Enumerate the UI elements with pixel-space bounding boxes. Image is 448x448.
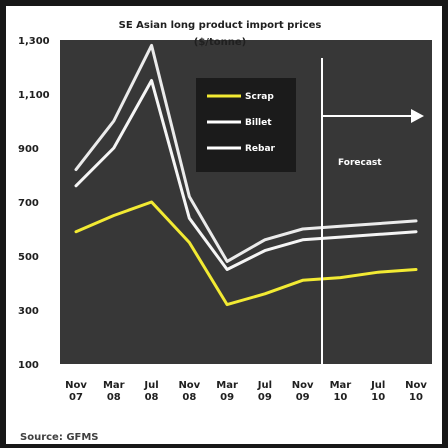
source-note: Source: GFMS — [20, 432, 99, 443]
y-tick-label: 1,100 — [18, 90, 50, 101]
forecast-arrow-head — [411, 109, 424, 123]
chart-svg: SE Asian long product import prices ($/t… — [18, 20, 432, 443]
y-tick-label: 1,300 — [18, 36, 50, 47]
x-tick-label: Mar 09 — [216, 380, 238, 403]
legend-label-rebar: Rebar — [245, 144, 276, 154]
y-tick-label: 100 — [18, 360, 39, 371]
legend-box — [196, 78, 296, 172]
forecast-label: Forecast — [338, 158, 382, 168]
y-axis-labels: 1,300 1,100 900 700 500 300 100 — [18, 36, 50, 371]
series-scrap-line — [74, 200, 418, 307]
series-rebar-line — [74, 43, 418, 263]
x-tick-label: Nov 10 — [405, 380, 427, 403]
x-tick-label: Mar 10 — [330, 380, 352, 403]
legend-label-scrap: Scrap — [245, 92, 274, 102]
chart-title: SE Asian long product import prices — [119, 20, 322, 31]
x-tick-label: Jul 09 — [257, 380, 272, 403]
y-tick-label: 500 — [18, 252, 39, 263]
series-billet-line — [74, 79, 418, 271]
series-lines — [74, 43, 418, 307]
legend-label-billet: Billet — [245, 118, 272, 128]
x-tick-label: Nov 07 — [65, 380, 87, 403]
x-tick-label: Nov 08 — [178, 380, 200, 403]
y-tick-label: 900 — [18, 144, 39, 155]
y-tick-label: 700 — [18, 198, 39, 209]
chart-subtitle: ($/tonne) — [194, 37, 246, 48]
x-tick-label: Nov 09 — [292, 380, 314, 403]
x-tick-label: Mar 08 — [103, 380, 125, 403]
x-tick-label: Jul 10 — [370, 380, 385, 403]
x-axis-labels: Nov 07 Mar 08 Jul 08 Nov 08 Mar 09 Jul 09 Nov 09 Mar 10… — [65, 380, 427, 403]
x-tick-label: Jul 08 — [143, 380, 158, 403]
y-tick-label: 300 — [18, 306, 39, 317]
